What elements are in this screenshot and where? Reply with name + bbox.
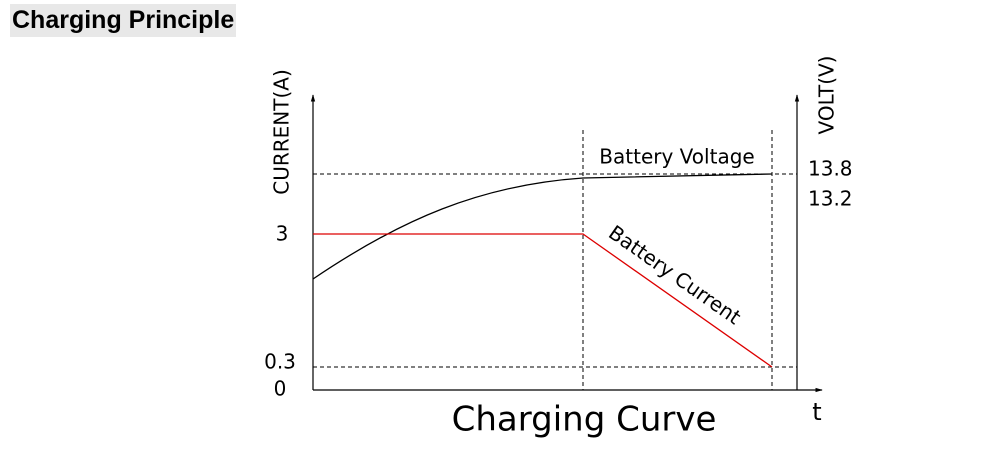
right-axis-label: VOLT(V) xyxy=(815,56,839,135)
curve-label: Battery Voltage xyxy=(599,145,754,169)
right-tick-label: 13.2 xyxy=(808,187,853,211)
left-tick-label: 0 xyxy=(274,377,287,401)
page-title: Charging Principle xyxy=(10,4,237,37)
voltage-curve xyxy=(312,173,773,280)
diagram-title: Charging Curve xyxy=(452,400,717,440)
curve-label: Battery Current xyxy=(604,220,745,329)
left-tick-label: 0.3 xyxy=(264,350,296,374)
current-curve xyxy=(313,233,773,368)
x-axis-label: t xyxy=(812,398,821,426)
right-tick-label: 13.8 xyxy=(808,157,853,181)
left-tick-label: 3 xyxy=(276,222,289,246)
left-axis-label: CURRENT(A) xyxy=(270,69,294,195)
